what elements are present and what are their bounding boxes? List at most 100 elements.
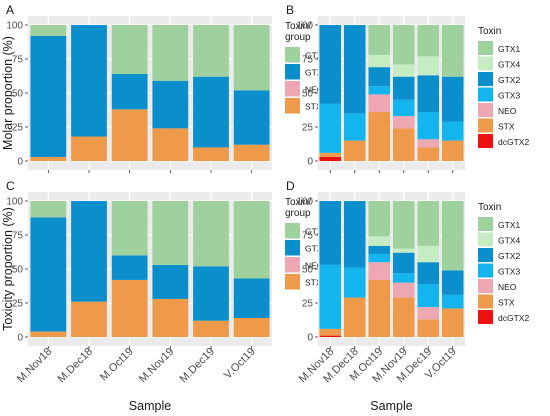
bar-segment-gtx1 xyxy=(441,25,464,77)
legend-label: GTX1 xyxy=(498,220,520,230)
legend-title: Toxin/ xyxy=(285,21,311,32)
legend-label: GTX3 xyxy=(498,90,520,100)
bar-segment-gtx23 xyxy=(71,201,107,302)
bar-segment-gtx23 xyxy=(111,255,148,280)
bar-segment-stx xyxy=(30,156,67,161)
legend-key-gtx4 xyxy=(478,232,493,247)
bar-segment-stx xyxy=(30,331,67,337)
legend-key-stx xyxy=(478,294,493,309)
legend-key-stx xyxy=(478,118,493,133)
bar-segment-stx xyxy=(233,317,270,337)
legend-label: NEO xyxy=(305,261,324,271)
y-tick-label: 75 xyxy=(12,55,24,66)
bar-segment-stx xyxy=(319,328,342,336)
bar-segment-gtx2 xyxy=(441,270,464,295)
bar-segment-gtx3 xyxy=(392,273,415,283)
y-tick-label: 75 xyxy=(302,231,314,242)
bar-segment-gtx14 xyxy=(233,25,270,91)
panel-A xyxy=(25,16,300,173)
y-tick-label: 75 xyxy=(12,231,24,242)
bar-segment-stx xyxy=(152,128,189,161)
legend-title: group xyxy=(285,208,311,219)
legend-key-gtx1 xyxy=(478,41,493,55)
legend-key-stx xyxy=(285,274,300,290)
bar-segment-gtx23 xyxy=(233,90,270,145)
bar-segment-gtx3 xyxy=(343,267,366,298)
legend-label: dcGTX2 xyxy=(498,313,529,323)
bar-segment-gtx4 xyxy=(417,56,440,76)
bar-segment-neo xyxy=(417,139,440,148)
bar-segment-gtx14 xyxy=(193,201,229,267)
bar-segment-stx xyxy=(368,112,391,161)
bar-segment-gtx23 xyxy=(30,217,67,332)
bar-segment-gtx14 xyxy=(152,201,189,265)
bar-segment-stx xyxy=(319,152,342,157)
bar-segment-gtx23 xyxy=(193,76,229,148)
bar-segment-gtx1 xyxy=(368,201,391,237)
bar-segment-neo xyxy=(368,262,391,280)
legend-label: STX xyxy=(305,102,322,112)
bar-segment-gtx23 xyxy=(193,266,229,321)
legend-key-neo xyxy=(478,279,493,293)
bar-segment-stx xyxy=(441,140,464,161)
y-tick-label: 25 xyxy=(302,299,314,310)
bar-segment-stx xyxy=(417,147,440,161)
legend-label: GTX4 xyxy=(498,59,520,69)
bar-segment-gtx3 xyxy=(441,294,464,309)
legend-key-gtx23 xyxy=(285,64,300,80)
bar-segment-gtx14 xyxy=(152,25,189,81)
legend-label: GTX3 xyxy=(498,266,520,276)
bar-segment-gtx14 xyxy=(193,25,229,77)
bar-segment-gtx4 xyxy=(368,236,391,246)
panel-D xyxy=(315,192,493,349)
panel-label: C xyxy=(6,179,15,193)
bar-segment-gtx1 xyxy=(441,201,464,271)
legend-key-gtx2 xyxy=(478,248,493,262)
y-tick-label: 25 xyxy=(12,299,24,310)
y-tick-label: 50 xyxy=(302,265,314,276)
legend-key-gtx14 xyxy=(285,223,300,239)
bar-segment-gtx14 xyxy=(30,25,67,36)
y-axis-title: Molar proportion (%) xyxy=(1,36,15,150)
bar-segment-gtx3 xyxy=(392,99,415,117)
panel-label: B xyxy=(286,3,294,17)
bar-segment-gtx2 xyxy=(417,262,440,284)
legend-key-gtx23 xyxy=(285,240,300,256)
bar-segment-gtx1 xyxy=(368,25,391,55)
bar-segment-gtx14 xyxy=(233,201,270,279)
bar-segment-stx xyxy=(441,308,464,337)
y-tick-label: 50 xyxy=(12,89,24,100)
y-axis-title: Toxicity proportion (%) xyxy=(1,207,15,331)
y-tick-label: 50 xyxy=(302,89,314,100)
bar-segment-gtx23 xyxy=(233,278,270,318)
legend-key-neo xyxy=(478,103,493,117)
bar-segment-gtx23 xyxy=(30,35,67,157)
legend-label: STX xyxy=(498,297,515,307)
bar-segment-gtx23 xyxy=(152,264,189,299)
x-tick-label: M.Oct19 xyxy=(98,346,136,384)
legend-label: STX xyxy=(498,121,515,131)
bar-segment-gtx3 xyxy=(368,254,391,263)
bar-segment-gtx3 xyxy=(417,112,440,140)
bar-segment-gtx1 xyxy=(417,25,440,57)
bar-segment-gtx2 xyxy=(368,245,391,255)
bar-segment-dcgtx2 xyxy=(319,156,342,161)
bar-segment-stx xyxy=(111,109,148,161)
bar-segment-gtx4 xyxy=(392,248,415,253)
legend-label: NEO xyxy=(305,85,324,95)
legend-key-dcgtx2 xyxy=(478,134,493,148)
y-tick-label: 0 xyxy=(307,333,313,344)
bar-segment-gtx14 xyxy=(111,201,148,256)
legend-label: GTX2 xyxy=(498,75,520,85)
bar-segment-stx xyxy=(417,319,440,337)
y-tick-label: 50 xyxy=(12,265,24,276)
bar-segment-gtx4 xyxy=(368,54,391,68)
x-tick-label: M.Nov19 xyxy=(137,346,177,386)
panel-label: A xyxy=(6,3,14,17)
y-tick-label: 25 xyxy=(12,123,24,134)
bar-segment-stx xyxy=(392,297,415,337)
bar-segment-neo xyxy=(392,116,415,129)
bar-segment-stx xyxy=(233,144,270,161)
legend-label: NEO xyxy=(498,282,517,292)
